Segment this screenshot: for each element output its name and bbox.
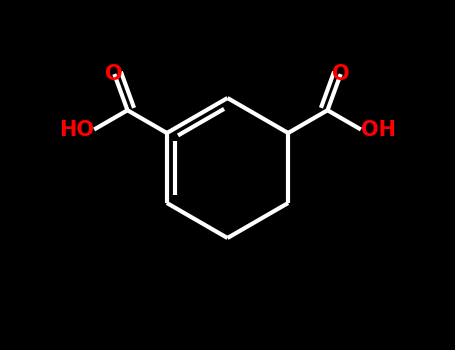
Text: O: O	[106, 64, 123, 84]
Text: O: O	[332, 64, 349, 84]
Text: HO: HO	[59, 119, 94, 140]
Text: OH: OH	[361, 119, 396, 140]
